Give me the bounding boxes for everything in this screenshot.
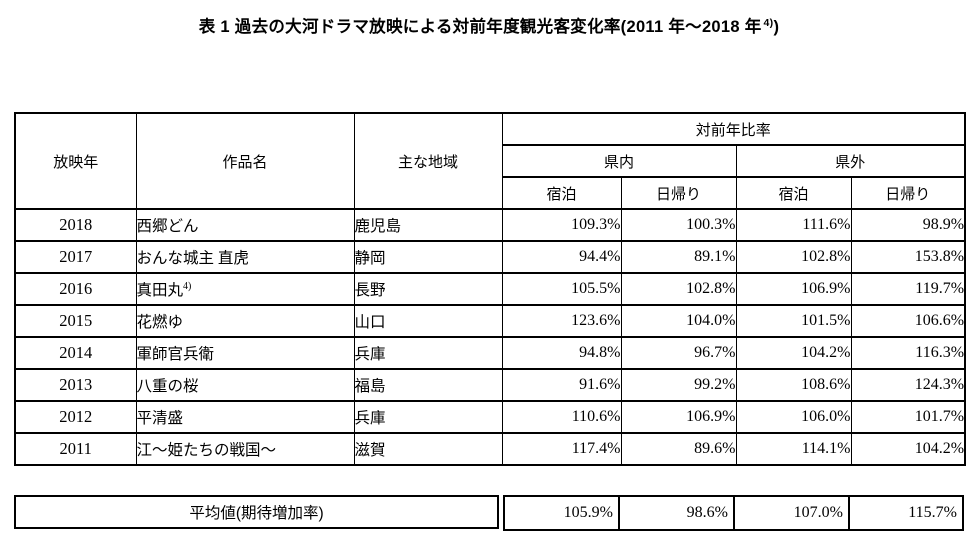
cell-value: 102.8% [735, 240, 852, 274]
cell-value: 104.2% [850, 432, 966, 466]
table-row-2015: 2015 花燃ゆ 山口 123.6% 104.0% 101.5% 106.6% [14, 304, 966, 338]
col-header-stay-in: 宿泊 [501, 176, 622, 210]
col-header-daytrip-out: 日帰り [850, 176, 966, 210]
average-row: 平均値(期待増加率) 105.9% 98.6% 107.0% 115.7% [14, 495, 964, 531]
cell-value: 106.9% [735, 272, 852, 306]
header-row-1: 放映年 作品名 主な地域 対前年比率 [14, 112, 966, 210]
average-value-daytrip-out: 115.7% [848, 495, 964, 531]
cell-region: 長野 [353, 272, 503, 306]
cell-work: 平清盛 [135, 400, 355, 434]
col-header-in-pref: 県内 [501, 144, 737, 178]
cell-value: 117.4% [501, 432, 622, 466]
footnote-ref-work: 4) [183, 280, 192, 292]
cell-year: 2014 [14, 336, 137, 370]
cell-value: 119.7% [850, 272, 966, 306]
cell-value: 106.9% [620, 400, 737, 434]
table-row-2012: 2012 平清盛 兵庫 110.6% 106.9% 106.0% 101.7% [14, 400, 966, 434]
cell-work: 花燃ゆ [135, 304, 355, 338]
footnote-ref-title: 4) [763, 16, 774, 29]
average-label: 平均値(期待増加率) [14, 495, 499, 529]
cell-region: 滋賀 [353, 432, 503, 466]
col-header-work: 作品名 [135, 112, 355, 210]
cell-region: 鹿児島 [353, 208, 503, 242]
cell-value: 89.1% [620, 240, 737, 274]
cell-value: 106.0% [735, 400, 852, 434]
cell-region: 兵庫 [353, 400, 503, 434]
cell-year: 2012 [14, 400, 137, 434]
table-caption-text: 表 1 過去の大河ドラマ放映による対前年度観光客変化率(2011 年〜2018 … [198, 18, 762, 36]
header-row-2: 県内 県外 [15, 144, 966, 178]
average-values-row: 105.9% 98.6% 107.0% 115.7% [503, 495, 964, 531]
table-caption-close: ) [773, 18, 780, 36]
table-row-2016: 2016 真田丸4) 長野 105.5% 102.8% 106.9% 119.7… [14, 272, 966, 306]
table-row-2017: 2017 おんな城主 直虎 静岡 94.4% 89.1% 102.8% 153.… [14, 240, 966, 274]
table-row-2018: 2018 西郷どん 鹿児島 109.3% 100.3% 111.6% 98.9% [14, 208, 966, 242]
cell-value: 108.6% [735, 368, 852, 402]
cell-value: 100.3% [620, 208, 737, 242]
cell-value: 114.1% [735, 432, 852, 466]
average-values-table: 105.9% 98.6% 107.0% 115.7% [503, 495, 964, 531]
average-value-stay-out: 107.0% [733, 495, 850, 531]
col-header-year: 放映年 [14, 112, 137, 210]
cell-work: 江〜姫たちの戦国〜 [135, 432, 355, 466]
cell-region: 兵庫 [353, 336, 503, 370]
cell-value: 94.4% [501, 240, 622, 274]
cell-work: 真田丸4) [135, 272, 355, 306]
cell-value: 101.5% [735, 304, 852, 338]
cell-value: 102.8% [620, 272, 737, 306]
cell-value: 96.7% [620, 336, 737, 370]
table-row-2011: 2011 江〜姫たちの戦国〜 滋賀 117.4% 89.6% 114.1% 10… [14, 432, 966, 466]
average-value-stay-in: 105.9% [503, 495, 620, 531]
cell-value: 123.6% [501, 304, 622, 338]
col-header-ratio-group: 対前年比率 [501, 112, 966, 146]
col-header-stay-out: 宿泊 [735, 176, 852, 210]
average-value-daytrip-in: 98.6% [618, 495, 735, 531]
cell-value: 89.6% [620, 432, 737, 466]
cell-year: 2013 [14, 368, 137, 402]
cell-region: 静岡 [353, 240, 503, 274]
cell-value: 116.3% [850, 336, 966, 370]
cell-value: 106.6% [850, 304, 966, 338]
cell-value: 94.8% [501, 336, 622, 370]
col-header-region: 主な地域 [353, 112, 503, 210]
cell-value: 124.3% [850, 368, 966, 402]
cell-year: 2016 [14, 272, 137, 306]
header-row-3: 宿泊 日帰り 宿泊 日帰り [15, 176, 966, 210]
cell-value: 98.9% [850, 208, 966, 242]
col-header-daytrip-in: 日帰り [620, 176, 737, 210]
cell-value: 111.6% [735, 208, 852, 242]
cell-work: 軍師官兵衛 [135, 336, 355, 370]
cell-region: 福島 [353, 368, 503, 402]
cell-value: 91.6% [501, 368, 622, 402]
cell-value: 105.5% [501, 272, 622, 306]
cell-work: 西郷どん [135, 208, 355, 242]
col-header-out-pref: 県外 [735, 144, 966, 178]
cell-year: 2011 [14, 432, 137, 466]
cell-value: 104.0% [620, 304, 737, 338]
table-row-2014: 2014 軍師官兵衛 兵庫 94.8% 96.7% 104.2% 116.3% [14, 336, 966, 370]
drama-visitor-table: 放映年 作品名 主な地域 対前年比率 県内 県外 宿泊 日帰り 宿泊 日帰り 2… [14, 112, 967, 466]
cell-region: 山口 [353, 304, 503, 338]
table-caption: 表 1 過去の大河ドラマ放映による対前年度観光客変化率(2011 年〜2018 … [0, 13, 978, 37]
cell-value: 99.2% [620, 368, 737, 402]
cell-work: おんな城主 直虎 [135, 240, 355, 274]
cell-work: 八重の桜 [135, 368, 355, 402]
cell-year: 2015 [14, 304, 137, 338]
cell-year: 2017 [14, 240, 137, 274]
cell-value: 110.6% [501, 400, 622, 434]
table-row-2013: 2013 八重の桜 福島 91.6% 99.2% 108.6% 124.3% [14, 368, 966, 402]
cell-value: 153.8% [850, 240, 966, 274]
cell-value: 109.3% [501, 208, 622, 242]
cell-value: 101.7% [850, 400, 966, 434]
cell-value: 104.2% [735, 336, 852, 370]
cell-year: 2018 [14, 208, 137, 242]
